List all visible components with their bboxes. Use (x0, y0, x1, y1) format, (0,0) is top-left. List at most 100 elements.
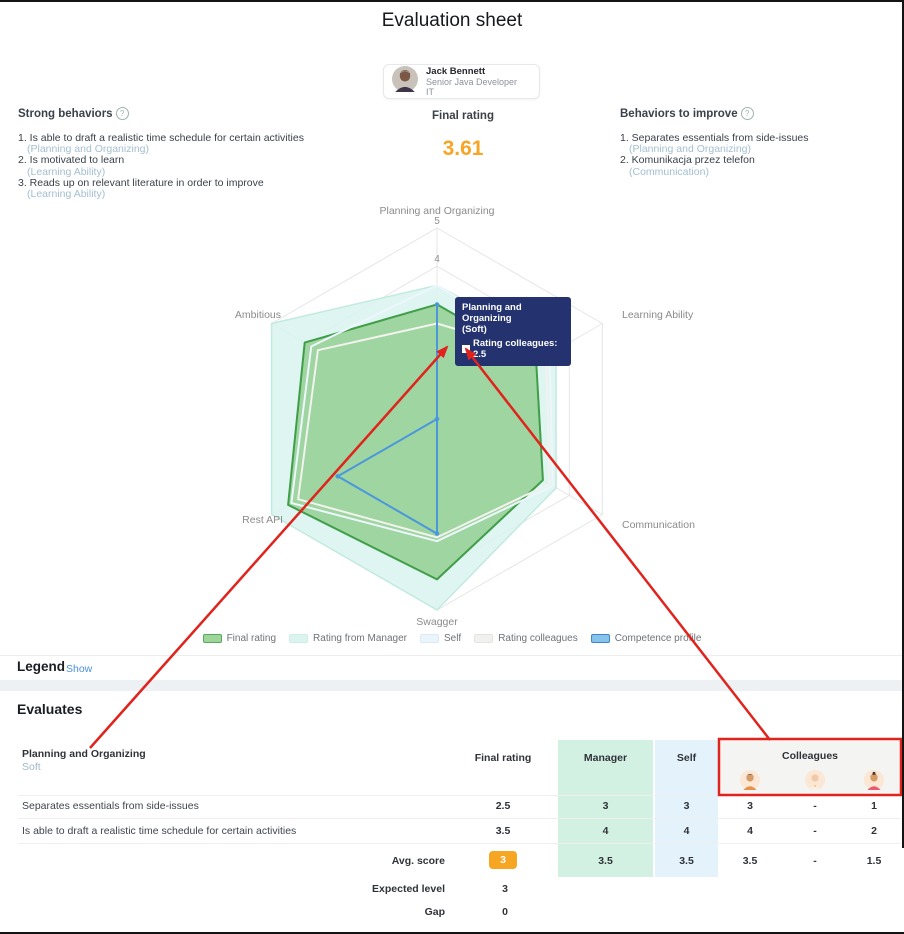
self-column-background (655, 740, 718, 877)
chart-legend-item[interactable]: Self (419, 633, 462, 644)
radar-axis-label: Learning Ability (622, 309, 694, 321)
radar-series-point (434, 302, 440, 307)
score-cell: 3.5 (679, 855, 694, 867)
screenshot-border (0, 932, 904, 934)
score-cell: 3 (747, 800, 753, 812)
column-header-manager: Manager (583, 752, 628, 764)
column-header-final-rating: Final rating (474, 752, 532, 764)
avg-score-badge: 3 (489, 851, 517, 869)
behaviors-to-improve-list: 1. Separates essentials from side-issues… (620, 132, 900, 178)
legend-swatch-icon (590, 634, 610, 643)
profile-department: IT (426, 87, 434, 97)
legend-label: Rating from Manager (313, 633, 407, 644)
screenshot-border (902, 0, 904, 848)
evaluates-title: Evaluates (17, 701, 83, 717)
behavior-category: (Learning Ability) (27, 188, 106, 201)
radar-series-point (434, 531, 440, 536)
behavior-category: (Communication) (629, 165, 709, 178)
gap-value: 0 (502, 906, 508, 918)
score-cell: - (813, 800, 817, 812)
manager-column-background (558, 740, 653, 877)
profile-role: Senior Java Developer (426, 77, 518, 87)
tooltip-series-swatch-icon (462, 345, 470, 353)
section-gap (0, 680, 904, 691)
colleague-avatar-2-icon (805, 770, 825, 790)
section-divider (0, 655, 904, 656)
behavior-item: 3. Reads up on relevant literature in or… (18, 176, 358, 201)
competency-type: Soft (22, 761, 41, 773)
behavior-text: 2. Komunikacja przez telefon (620, 154, 755, 167)
chart-legend-item[interactable]: Rating from Manager (289, 633, 407, 644)
legend-label: Rating colleagues (498, 633, 578, 644)
chart-legend-item[interactable]: Competence profile (590, 633, 702, 644)
behavior-text: 2. Is motivated to learn (18, 154, 125, 167)
profile-name: Jack Bennett (426, 66, 486, 77)
score-cell: 3.5 (742, 855, 758, 867)
legend-swatch-icon (289, 634, 309, 643)
behavior-category: (Planning and Organizing) (629, 143, 751, 156)
behavior-text: 1. Is able to draft a realistic time sch… (18, 132, 304, 144)
legend-label: Final rating (226, 633, 277, 644)
radar-axis-label: Swagger (416, 616, 458, 628)
behavior-row-label: Is able to draft a realistic time schedu… (22, 825, 297, 837)
legend-label: Competence profile (614, 633, 702, 644)
strong-behaviors-title: Strong behaviors? (18, 107, 358, 120)
radar-chart[interactable]: 5 4 Planning and Organizing Learning Abilit… (0, 195, 904, 640)
behavior-item: 2. Komunikacja przez telefon (Communicati… (620, 154, 900, 178)
profile-card: Jack Bennett Senior Java Developer IT (383, 64, 540, 99)
row-divider (18, 843, 901, 844)
tooltip-entry: Rating colleagues: 2.5 (462, 338, 564, 360)
behaviors-to-improve-title: Behaviors to improve? (620, 107, 900, 120)
help-icon[interactable]: ? (115, 107, 129, 120)
legend-show-link[interactable]: Show (66, 663, 93, 675)
score-cell: 3 (683, 800, 690, 812)
legend-label: Self (443, 633, 462, 644)
score-cell: 3 (602, 800, 609, 812)
legend-swatch-icon (202, 634, 222, 643)
score-cell: 3.5 (598, 855, 613, 867)
gap-label: Gap (424, 906, 445, 918)
expected-level-value: 3 (502, 883, 508, 895)
help-icon[interactable]: ? (740, 107, 754, 120)
score-cell: 4 (602, 825, 609, 837)
behavior-item: 2. Is motivated to learn (Learning Abilit… (18, 154, 358, 178)
legend-swatch-icon (419, 634, 439, 643)
behavior-text: 3. Reads up on relevant literature in or… (18, 176, 264, 189)
radar-axis-label: Rest API (242, 514, 283, 526)
behaviors-to-improve-section: Behaviors to improve? 1. Separates essen… (620, 107, 900, 178)
score-cell: 2.5 (495, 800, 511, 812)
score-cell: - (813, 825, 817, 837)
behavior-item: 1. Separates essentials from side-issues… (620, 132, 900, 156)
column-header-self: Self (676, 752, 697, 764)
radar-axis-label: Communication (622, 519, 695, 531)
expected-level-label: Expected level (372, 883, 445, 895)
tooltip-title: Planning and Organizing (462, 302, 522, 324)
chart-legend: Final rating Rating from Manager Self Ratin… (0, 633, 904, 644)
row-divider (18, 795, 901, 796)
strong-behaviors-list: 1. Is able to draft a realistic time sch… (18, 132, 358, 201)
score-cell: 3.5 (495, 825, 511, 837)
screenshot-border (0, 0, 904, 2)
behavior-text: 1. Separates essentials from side-issues (620, 132, 809, 144)
colleague-avatar-3-icon (864, 770, 884, 790)
strong-behaviors-section: Strong behaviors? 1. Is able to draft a … (18, 107, 358, 200)
radar-series-point (335, 474, 340, 479)
radar-tick-label: 5 (434, 216, 440, 227)
final-rating-label: Final rating (432, 110, 494, 122)
chart-legend-item[interactable]: Final rating (202, 633, 277, 644)
legend-swatch-icon (474, 634, 494, 643)
radar-axis-label: Ambitious (235, 309, 281, 321)
row-divider (18, 818, 901, 819)
final-rating-section: Final rating 3.61 (380, 110, 546, 161)
radar-tick-label: 4 (434, 254, 440, 265)
behavior-category: (Learning Ability) (27, 165, 106, 178)
tooltip-subtitle: (Soft) (462, 324, 487, 335)
score-cell: 2 (871, 825, 877, 837)
score-cell: - (813, 855, 817, 867)
chart-legend-item[interactable]: Rating colleagues (474, 633, 578, 644)
score-cell: 4 (683, 825, 690, 837)
score-cell: 1 (871, 800, 877, 812)
legend-section-title: Legend (17, 659, 66, 674)
behavior-category: (Planning and Organizing) (27, 143, 149, 156)
